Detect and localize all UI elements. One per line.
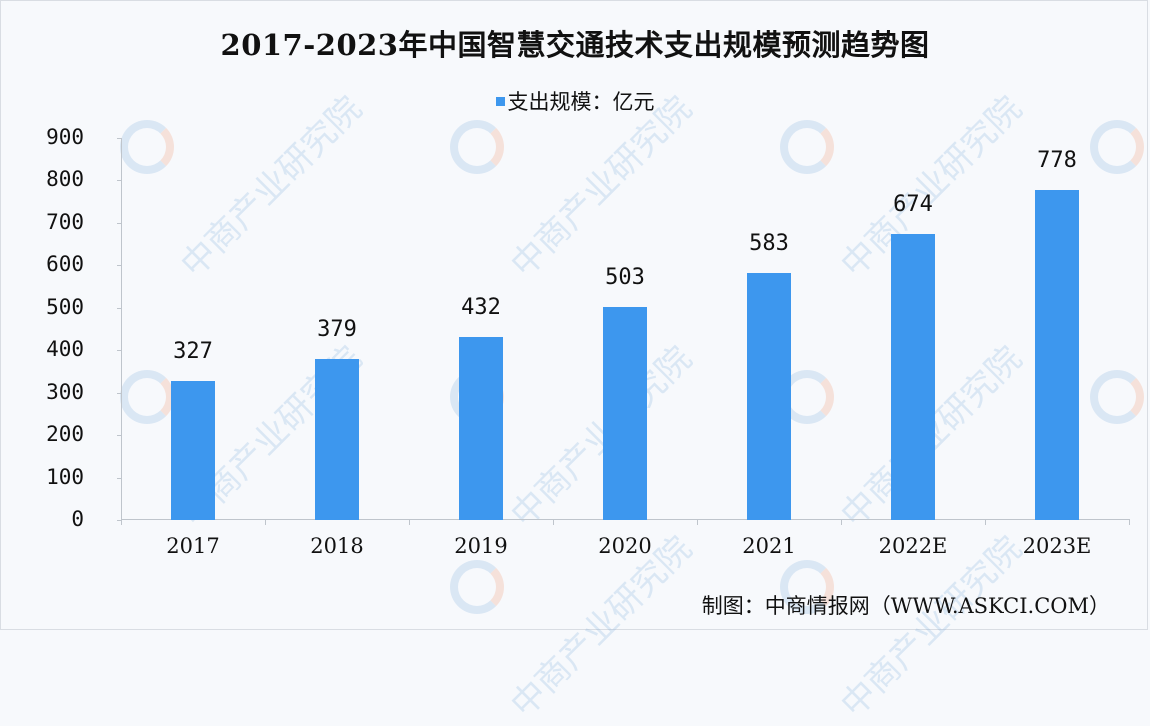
y-tick-label: 600 <box>46 252 84 277</box>
bar-2023E <box>1035 189 1079 520</box>
x-tick-label: 2021 <box>742 534 796 558</box>
y-tick-mark <box>117 392 122 394</box>
bar-value-label: 503 <box>605 264 645 290</box>
y-tick-label: 200 <box>46 422 84 447</box>
y-tick-label: 300 <box>46 379 84 404</box>
plot-area: 900 800 700 600 500 400 300 200 100 0 327 2017 379 20… <box>46 125 1130 558</box>
y-tick-mark <box>117 138 122 139</box>
x-tick-label: 2018 <box>310 534 364 558</box>
x-tick-label: 2023E <box>1022 534 1092 558</box>
chart-title: 2017-2023年中国智慧交通技术支出规模预测趋势图 <box>220 28 930 62</box>
bar-2020 <box>603 306 647 520</box>
y-tick-mark <box>117 222 122 224</box>
bar-2019 <box>459 336 503 520</box>
x-tick-mark <box>553 519 554 525</box>
y-tick-label: 800 <box>46 167 84 192</box>
y-tick-label: 700 <box>46 209 84 234</box>
x-tick-mark <box>1129 519 1130 525</box>
legend-label: 支出规模：亿元 <box>507 90 655 114</box>
bar-value-label: 674 <box>893 191 933 217</box>
x-tick-label: 2020 <box>598 534 652 558</box>
bar-value-label: 379 <box>317 317 357 343</box>
x-tick-mark <box>697 519 698 525</box>
y-tick-mark <box>117 350 122 352</box>
bar-value-label: 432 <box>461 294 501 320</box>
bar-value-label: 778 <box>1037 147 1077 173</box>
legend-swatch-icon <box>495 96 505 106</box>
y-tick-mark <box>117 265 122 267</box>
y-tick-label: 0 <box>71 507 84 531</box>
y-tick-label: 900 <box>46 125 84 149</box>
x-tick-mark <box>409 519 410 525</box>
bar-value-label: 583 <box>749 230 789 256</box>
bar-2018 <box>315 359 359 520</box>
x-tick-mark <box>265 519 266 525</box>
y-tick-mark <box>117 180 122 182</box>
y-tick-mark <box>117 477 122 479</box>
bar-value-label: 327 <box>173 339 213 365</box>
bar-2021 <box>747 272 791 520</box>
y-tick-label: 400 <box>46 337 84 362</box>
y-axis-line <box>121 138 122 520</box>
y-tick-label: 500 <box>46 294 84 319</box>
bar-2022E <box>891 233 935 520</box>
source-credit: 制图：中商情报网（WWW.ASKCI.COM） <box>701 594 1110 618</box>
x-tick-label: 2019 <box>454 534 508 558</box>
x-tick-mark <box>121 519 122 525</box>
y-tick-mark <box>117 520 122 521</box>
chart-frame <box>0 0 1148 630</box>
bar-2017 <box>171 381 215 520</box>
x-tick-label: 2017 <box>166 534 220 558</box>
y-tick-label: 100 <box>46 464 84 489</box>
x-tick-mark <box>985 519 986 525</box>
chart-legend: 支出规模：亿元 <box>0 86 1150 116</box>
y-tick-mark <box>117 307 122 309</box>
y-tick-mark <box>117 435 122 437</box>
x-tick-mark <box>841 519 842 525</box>
x-tick-label: 2022E <box>878 534 948 558</box>
